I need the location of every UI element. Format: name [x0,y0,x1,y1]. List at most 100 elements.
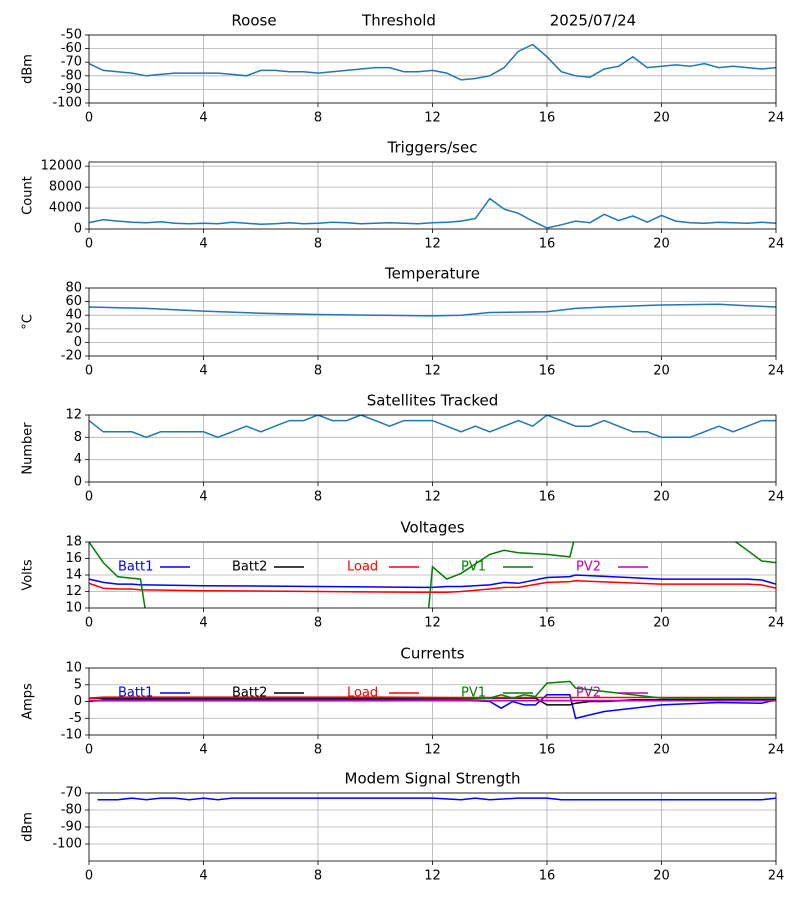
y-tick-label: 0 [74,475,82,490]
subplot-title: Voltages [400,519,464,537]
data-line [89,43,776,81]
x-tick-label: 20 [653,364,670,379]
x-tick-label: 12 [424,616,441,631]
legend-label: PV1 [461,560,486,575]
y-tick-label: 0 [74,222,82,237]
x-tick-label: 12 [424,490,441,505]
y-tick-label: -60 [61,41,82,56]
legend-label: PV2 [576,686,601,701]
x-tick-label: 20 [653,237,670,252]
subplot-title: Modem Signal Strength [345,770,521,788]
y-tick-label: 0 [74,335,82,350]
subplot: dBm 0 4 8 12 16 20 24 -100-90-80-70-60-50 [21,28,785,126]
y-tick-label: 60 [65,294,82,309]
x-tick-label: 4 [199,237,207,252]
data-line [97,797,776,801]
y-tick-label: 10 [65,661,82,676]
y-tick-label: -100 [52,837,82,852]
x-tick-label: 8 [314,364,322,379]
x-tick-label: 16 [539,869,556,884]
subplot-title: Temperature [384,265,480,283]
axes-frame [88,541,777,609]
y-tick-label: 12 [65,408,82,423]
axes-frame [88,34,777,104]
y-tick-label: 10 [65,601,82,616]
y-tick-label: -50 [61,28,82,43]
y-axis-label: Count [21,176,36,215]
legend-label: Load [347,686,378,701]
axes-frame [88,667,777,736]
x-tick-label: 4 [199,869,207,884]
subplot-title: Currents [400,645,464,663]
legend-label: PV2 [576,560,601,575]
x-tick-label: 0 [85,616,93,631]
x-tick-label: 8 [314,111,322,126]
data-line [89,580,776,594]
y-tick-label: 18 [65,535,82,550]
y-tick-label: 40 [65,308,82,323]
y-tick-label: 4000 [49,201,82,216]
y-tick-label: 20 [65,321,82,336]
x-tick-label: 20 [653,490,670,505]
x-tick-label: 24 [768,869,785,884]
data-line [89,542,776,608]
legend-label: Batt1 [118,686,153,701]
y-axis-label: Amps [21,683,36,720]
y-axis-label: dBm [21,54,36,84]
x-tick-label: 24 [768,364,785,379]
subplot: Modem Signal Strength dBm 0 4 8 12 16 20 24 -100 -… [21,770,785,884]
y-axis-label: dBm [21,812,36,842]
x-tick-label: 0 [85,111,93,126]
x-tick-label: 4 [199,490,207,505]
y-tick-label: -90 [61,820,82,835]
x-tick-label: 24 [768,743,785,758]
station-name: Roose [231,12,276,30]
y-tick-label: -70 [61,55,82,70]
y-tick-label: 8 [74,430,82,445]
legend-label: Batt2 [232,686,267,701]
x-tick-label: 12 [424,364,441,379]
x-tick-label: 16 [539,111,556,126]
x-tick-label: 16 [539,616,556,631]
y-tick-label: -20 [61,349,82,364]
x-tick-label: 4 [199,743,207,758]
y-tick-label: -90 [61,82,82,97]
x-tick-label: 8 [314,616,322,631]
x-tick-label: 0 [85,869,93,884]
x-tick-label: 0 [85,364,93,379]
x-tick-label: 16 [539,237,556,252]
subplot-title: Satellites Tracked [367,392,498,410]
data-line [89,574,776,589]
x-tick-label: 12 [424,237,441,252]
header-date: 2025/07/24 [550,12,636,30]
x-tick-label: 0 [85,743,93,758]
x-tick-label: 4 [199,111,207,126]
x-tick-label: 16 [539,490,556,505]
y-axis-label: Number [21,422,36,475]
axes-frame [88,287,777,357]
y-tick-label: 0 [74,694,82,709]
y-tick-label: 14 [65,568,82,583]
x-tick-label: 24 [768,490,785,505]
subplot: Triggers/sec Count 0 4 8 12 16 20 24 0 4000 8000 120… [21,139,785,252]
y-tick-label: -80 [61,803,82,818]
data-line [89,197,776,229]
y-tick-label: -70 [61,786,82,801]
x-tick-label: 16 [539,743,556,758]
y-tick-label: 12000 [41,159,82,174]
legend-label: Load [347,560,378,575]
legend-label: PV1 [461,686,486,701]
x-tick-label: 0 [85,237,93,252]
x-tick-label: 24 [768,237,785,252]
x-tick-label: 12 [424,743,441,758]
y-tick-label: 12 [65,584,82,599]
subplot-title: Triggers/sec [387,139,478,157]
y-tick-label: -100 [52,96,82,111]
data-line [89,303,776,317]
y-tick-label: 80 [65,281,82,296]
y-tick-label: 4 [74,452,82,467]
y-tick-label: 16 [65,551,82,566]
